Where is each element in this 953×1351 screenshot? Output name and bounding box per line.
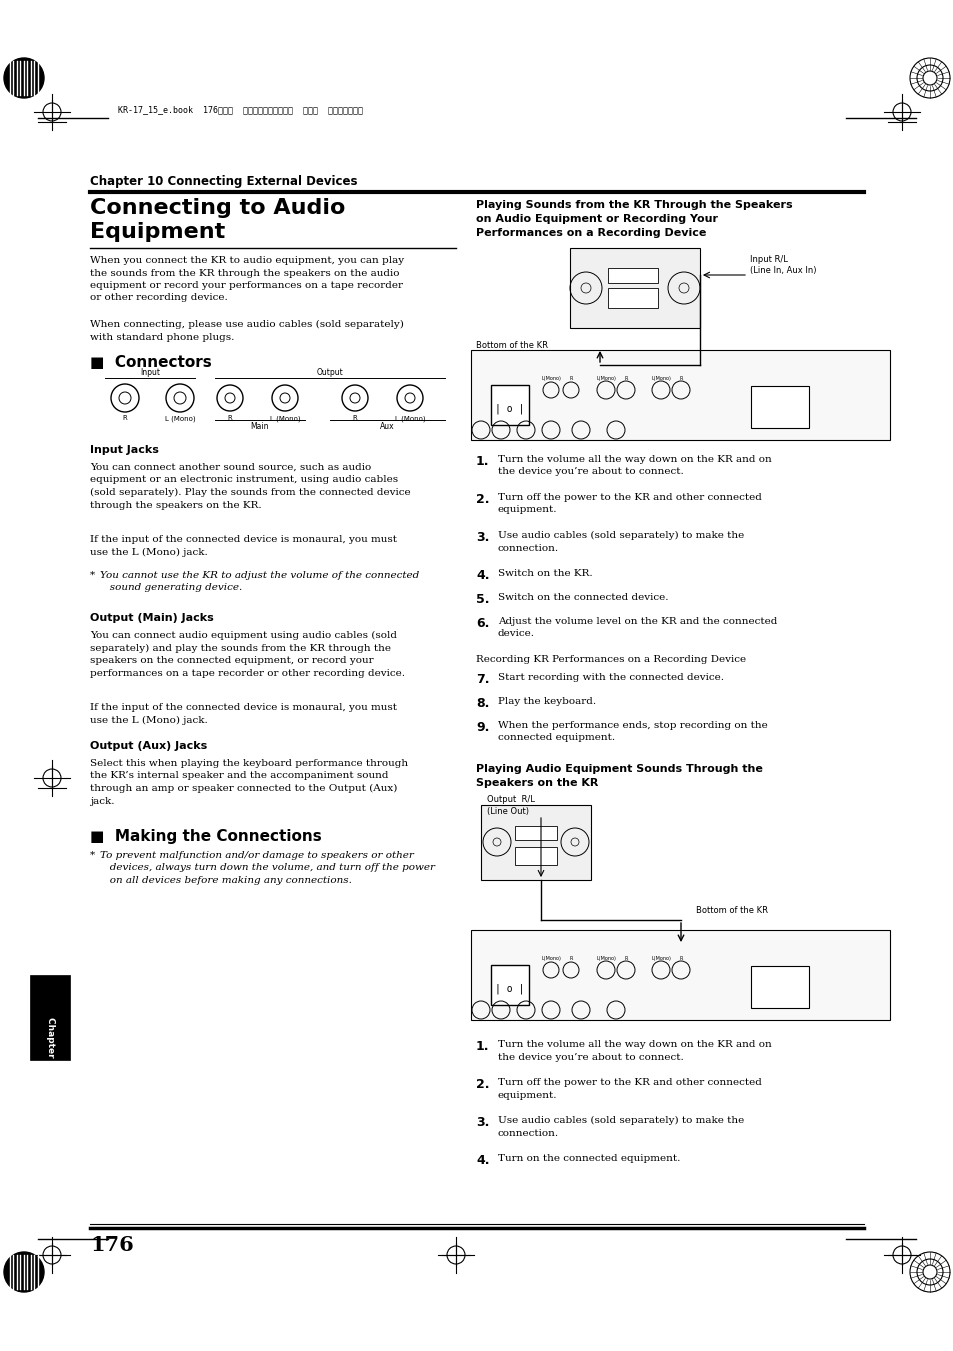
Text: 3.: 3. [476, 1116, 489, 1129]
Text: Use audio cables (sold separately) to make the
connection.: Use audio cables (sold separately) to ma… [497, 531, 743, 553]
Text: 2.: 2. [476, 1078, 489, 1092]
Text: Turn off the power to the KR and other connected
equipment.: Turn off the power to the KR and other c… [497, 493, 761, 515]
Text: Input R/L: Input R/L [749, 255, 787, 263]
Circle shape [4, 58, 44, 99]
Text: Aux: Aux [379, 422, 394, 431]
FancyBboxPatch shape [30, 975, 70, 1061]
Text: R: R [569, 376, 572, 381]
Text: Turn the volume all the way down on the KR and on
the device you’re about to con: Turn the volume all the way down on the … [497, 1040, 771, 1062]
Text: When connecting, please use audio cables (sold separately)
with standard phone p: When connecting, please use audio cables… [90, 320, 403, 342]
Text: 3.: 3. [476, 531, 489, 544]
Text: 1.: 1. [476, 455, 489, 467]
Text: Playing Audio Equipment Sounds Through the: Playing Audio Equipment Sounds Through t… [476, 765, 762, 774]
Bar [515, 825, 557, 840]
Text: Chapter 10 Connecting External Devices: Chapter 10 Connecting External Devices [90, 176, 357, 188]
Text: *: * [90, 571, 98, 580]
Text: R: R [353, 415, 357, 422]
Bar [569, 249, 700, 328]
Text: Speakers on the KR: Speakers on the KR [476, 778, 598, 788]
Bar [471, 350, 889, 440]
Text: 176: 176 [90, 1235, 133, 1255]
Text: You can connect another sound source, such as audio
equipment or an electronic i: You can connect another sound source, su… [90, 463, 410, 509]
Text: Select this when playing the keyboard performance through
the KR’s internal spea: Select this when playing the keyboard pe… [90, 759, 408, 805]
Text: | o |: | o | [495, 984, 524, 994]
Text: (Line Out): (Line Out) [486, 807, 529, 816]
Text: 8.: 8. [476, 697, 489, 711]
Text: L(Mono): L(Mono) [540, 376, 560, 381]
Text: R: R [679, 957, 682, 961]
Text: *: * [90, 851, 98, 861]
Text: Turn off the power to the KR and other connected
equipment.: Turn off the power to the KR and other c… [497, 1078, 761, 1100]
Bar [491, 385, 529, 426]
Text: Bottom of the KR: Bottom of the KR [476, 340, 547, 350]
Bar [750, 386, 808, 428]
Text: Turn the volume all the way down on the KR and on
the device you’re about to con: Turn the volume all the way down on the … [497, 455, 771, 477]
Text: L (Mono): L (Mono) [165, 415, 195, 422]
Text: L(Mono): L(Mono) [540, 957, 560, 961]
Bar [607, 267, 658, 282]
Text: 2.: 2. [476, 493, 489, 507]
Text: L(Mono): L(Mono) [650, 957, 670, 961]
Text: KR-17_15_e.book  176ページ  ２００４年１２月６日  月曜日  午後１時５４分: KR-17_15_e.book 176ページ ２００４年１２月６日 月曜日 午後… [118, 105, 363, 115]
Text: Start recording with the connected device.: Start recording with the connected devic… [497, 673, 723, 682]
Text: R: R [623, 376, 627, 381]
Text: L(Mono): L(Mono) [650, 376, 670, 381]
Text: ■  Connectors: ■ Connectors [90, 355, 212, 370]
Text: To prevent malfunction and/or damage to speakers or other
   devices, always tur: To prevent malfunction and/or damage to … [100, 851, 435, 885]
Bar [515, 847, 557, 865]
Circle shape [4, 1252, 44, 1292]
Text: Input: Input [140, 367, 160, 377]
Text: L (Mono): L (Mono) [270, 415, 300, 422]
Text: Equipment: Equipment [90, 222, 225, 242]
Bar [750, 966, 808, 1008]
Text: 1.: 1. [476, 1040, 489, 1052]
Text: Switch on the connected device.: Switch on the connected device. [497, 593, 668, 603]
Text: Chapter 10: Chapter 10 [46, 1017, 54, 1073]
Text: R: R [123, 415, 128, 422]
Text: You can connect audio equipment using audio cables (sold
separately) and play th: You can connect audio equipment using au… [90, 631, 405, 678]
Text: 6.: 6. [476, 617, 489, 630]
Text: 4.: 4. [476, 1154, 489, 1167]
Text: Turn on the connected equipment.: Turn on the connected equipment. [497, 1154, 679, 1163]
Bar [471, 929, 889, 1020]
Text: Output  R/L: Output R/L [486, 794, 535, 804]
Text: If the input of the connected device is monaural, you must
use the L (Mono) jack: If the input of the connected device is … [90, 535, 396, 557]
Text: R: R [623, 957, 627, 961]
Text: Output (Main) Jacks: Output (Main) Jacks [90, 613, 213, 623]
Text: You cannot use the KR to adjust the volume of the connected
   sound generating : You cannot use the KR to adjust the volu… [100, 571, 418, 593]
Text: Playing Sounds from the KR Through the Speakers: Playing Sounds from the KR Through the S… [476, 200, 792, 209]
Text: R: R [679, 376, 682, 381]
Text: L(Mono): L(Mono) [596, 957, 616, 961]
Text: (Line In, Aux In): (Line In, Aux In) [749, 266, 816, 276]
Text: Output: Output [316, 367, 343, 377]
Text: R: R [228, 415, 233, 422]
Text: Switch on the KR.: Switch on the KR. [497, 569, 592, 578]
Text: When the performance ends, stop recording on the
connected equipment.: When the performance ends, stop recordin… [497, 721, 767, 743]
Text: Adjust the volume level on the KR and the connected
device.: Adjust the volume level on the KR and th… [497, 617, 777, 639]
Text: Bottom of the KR: Bottom of the KR [696, 907, 767, 915]
Text: L(Mono): L(Mono) [596, 376, 616, 381]
Text: Recording KR Performances on a Recording Device: Recording KR Performances on a Recording… [476, 655, 745, 663]
Text: Input Jacks: Input Jacks [90, 444, 159, 455]
Text: Performances on a Recording Device: Performances on a Recording Device [476, 228, 705, 238]
Text: L (Mono): L (Mono) [395, 415, 425, 422]
Text: If the input of the connected device is monaural, you must
use the L (Mono) jack: If the input of the connected device is … [90, 703, 396, 724]
Text: Main: Main [251, 422, 269, 431]
Text: 9.: 9. [476, 721, 489, 734]
Text: Use audio cables (sold separately) to make the
connection.: Use audio cables (sold separately) to ma… [497, 1116, 743, 1138]
Text: Play the keyboard.: Play the keyboard. [497, 697, 596, 707]
Bar [480, 805, 590, 880]
Text: | o |: | o | [495, 404, 524, 415]
Text: ■  Making the Connections: ■ Making the Connections [90, 830, 321, 844]
Text: Connecting to Audio: Connecting to Audio [90, 199, 345, 218]
Text: R: R [569, 957, 572, 961]
Text: When you connect the KR to audio equipment, you can play
the sounds from the KR : When you connect the KR to audio equipme… [90, 255, 404, 303]
Text: on Audio Equipment or Recording Your: on Audio Equipment or Recording Your [476, 213, 718, 224]
Bar [607, 288, 658, 308]
Text: 7.: 7. [476, 673, 489, 686]
Text: Output (Aux) Jacks: Output (Aux) Jacks [90, 740, 207, 751]
Bar [491, 965, 529, 1005]
Text: 5.: 5. [476, 593, 489, 607]
Text: 4.: 4. [476, 569, 489, 582]
